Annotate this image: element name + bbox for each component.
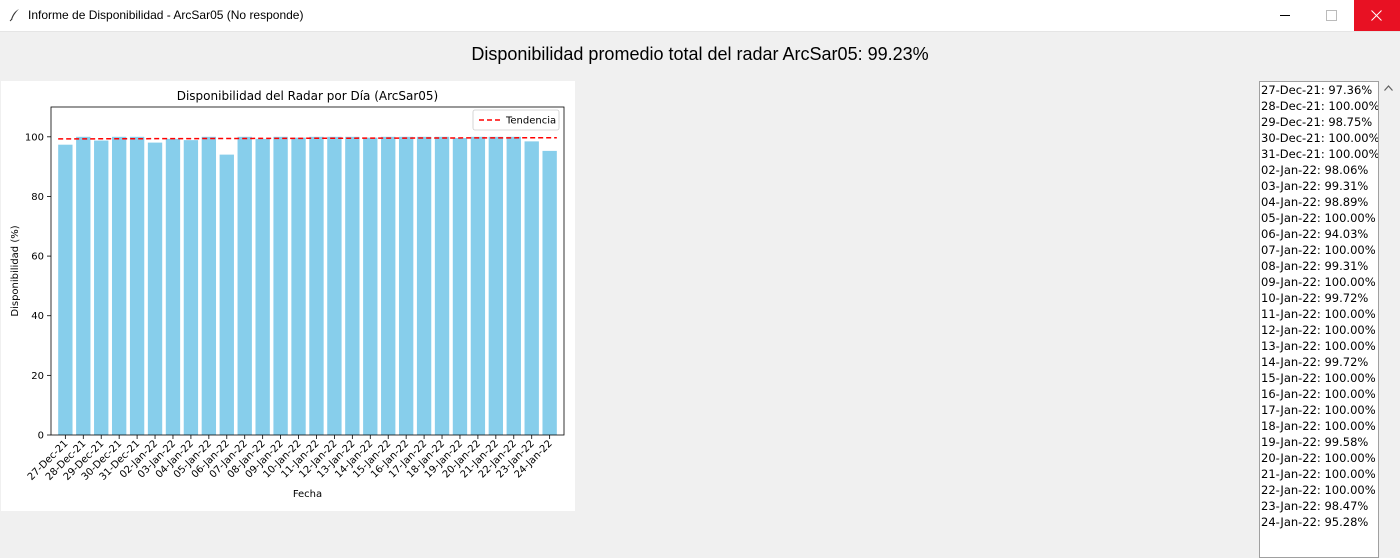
y-tick-label: 60 [31,252,44,263]
chart-bar [129,136,145,435]
chart-bar [327,136,342,435]
list-item[interactable]: 20-Jan-22: 100.00% [1261,451,1376,465]
y-tick-label: 20 [31,371,44,382]
list-item[interactable]: 03-Jan-22: 99.31% [1261,179,1369,193]
y-tick-label: 100 [25,132,44,143]
list-item[interactable]: 08-Jan-22: 99.31% [1261,259,1369,273]
list-item[interactable]: 17-Jan-22: 100.00% [1261,403,1376,417]
chart-bar [398,136,414,435]
chart-bar [183,140,199,435]
list-item[interactable]: 14-Jan-22: 99.72% [1261,355,1369,369]
list-item[interactable]: 18-Jan-22: 100.00% [1261,419,1376,433]
chart-bar [111,136,127,435]
window-title: Informe de Disponibilidad - ArcSar05 (No… [28,8,304,22]
plot-frame [50,106,565,436]
scroll-up-arrow-icon[interactable] [1384,85,1393,91]
y-axis-label: Disponibilidad (%) [10,225,21,316]
list-item[interactable]: 23-Jan-22: 98.47% [1261,499,1369,513]
list-item[interactable]: 31-Dec-21: 100.00% [1261,147,1379,161]
list-item[interactable]: 30-Dec-21: 100.00% [1261,131,1379,145]
close-icon [1371,10,1382,21]
chart-bar [524,141,539,435]
chart-panel: Disponibilidad del Radar por Día (ArcSar… [1,81,575,511]
chart-bar [470,136,486,435]
chart-bar [542,150,557,435]
list-item[interactable]: 24-Jan-22: 95.28% [1261,515,1369,529]
chart-bar [416,136,432,435]
average-availability-heading: Disponibilidad promedio total del radar … [471,44,929,64]
listbox-scrollbar[interactable] [1380,81,1397,558]
y-tick-label: 0 [38,431,44,442]
chart-bar [434,136,450,435]
chart-bar [219,154,234,435]
list-item[interactable]: 12-Jan-22: 100.00% [1261,323,1376,337]
list-item[interactable]: 06-Jan-22: 94.03% [1261,227,1369,241]
list-item[interactable]: 02-Jan-22: 98.06% [1261,163,1369,177]
minimize-icon [1280,15,1290,16]
list-item[interactable]: 29-Dec-21: 98.75% [1261,115,1373,129]
chart-bar [309,136,324,435]
availability-listbox[interactable]: 27-Dec-21: 97.36% 28-Dec-21: 100.00% 29-De… [1259,81,1379,558]
x-axis-label: Fecha [293,489,322,500]
chart-bar [255,138,270,435]
trend-line [58,136,557,140]
chart-bar [165,138,181,435]
chart-bar [488,136,504,435]
list-item[interactable]: 04-Jan-22: 98.89% [1261,195,1369,209]
chart-bar [94,140,109,435]
list-item[interactable]: 28-Dec-21: 100.00% [1261,99,1379,113]
chart-bar [76,136,91,435]
y-tick-label: 40 [31,311,44,322]
chart-title: Disponibilidad del Radar por Día (ArcSar… [177,89,439,103]
chart-bar [452,138,468,435]
chart-bar [147,142,163,435]
y-tick-label: 80 [31,192,44,203]
list-item[interactable]: 05-Jan-22: 100.00% [1261,211,1376,225]
chart-bar [58,144,73,435]
chart-bar [506,136,521,435]
title-bar: Informe de Disponibilidad - ArcSar05 (No… [0,0,1400,32]
feather-icon [9,9,19,22]
maximize-button[interactable] [1308,0,1354,31]
chart-bar [345,136,360,435]
chart-bar [237,136,252,435]
legend-box [472,109,560,131]
list-item[interactable]: 07-Jan-22: 100.00% [1261,243,1376,257]
list-item[interactable]: 21-Jan-22: 100.00% [1261,467,1376,481]
chart-bar [201,136,217,435]
chart-bar [291,137,306,436]
list-item[interactable]: 11-Jan-22: 100.00% [1261,307,1376,321]
availability-bar-chart: Disponibilidad del Radar por Día (ArcSar… [10,89,565,500]
list-item[interactable]: 15-Jan-22: 100.00% [1261,371,1376,385]
chart-bar [273,136,288,435]
chart-bar [363,137,378,436]
list-item[interactable]: 19-Jan-22: 99.58% [1261,435,1369,449]
list-item[interactable]: 16-Jan-22: 100.00% [1261,387,1376,401]
list-item[interactable]: 13-Jan-22: 100.00% [1261,339,1376,353]
list-item[interactable]: 22-Jan-22: 100.00% [1261,483,1376,497]
close-button[interactable] [1354,0,1400,31]
legend-trend-label: Tendencia [505,116,556,127]
list-item[interactable]: 10-Jan-22: 99.72% [1261,291,1369,305]
minimize-button[interactable] [1262,0,1308,31]
list-item[interactable]: 09-Jan-22: 100.00% [1261,275,1376,289]
chart-bar [381,136,396,435]
list-item[interactable]: 27-Dec-21: 97.36% [1261,83,1373,97]
maximize-icon [1326,10,1337,21]
